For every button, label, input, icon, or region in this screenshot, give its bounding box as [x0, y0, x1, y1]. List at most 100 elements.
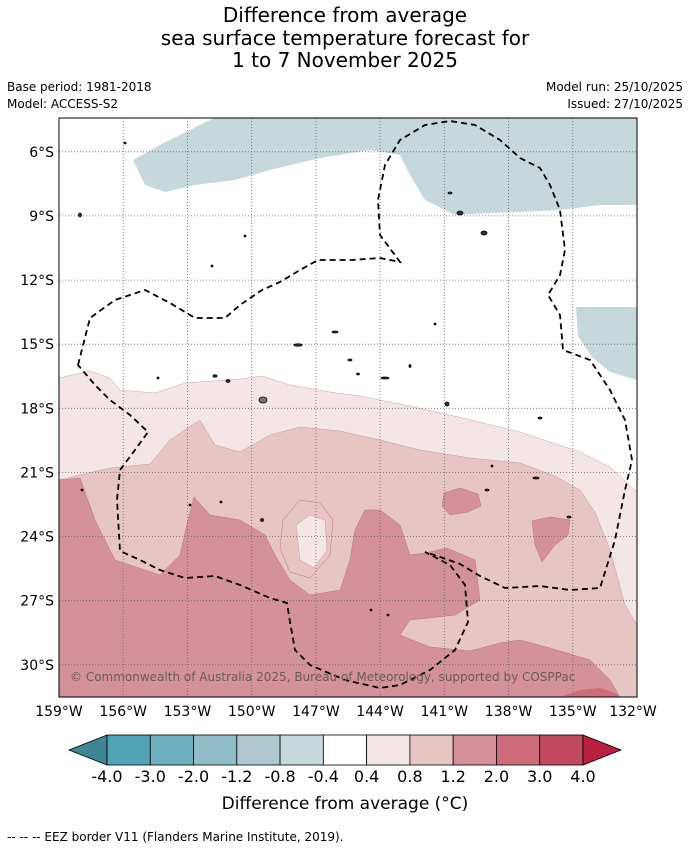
- island: [188, 503, 192, 507]
- island: [210, 264, 214, 268]
- colorbar-tick-label: 0.8: [397, 767, 422, 786]
- lat-tick-label: 27°S: [20, 594, 54, 610]
- lat-tick-label: 24°S: [20, 530, 54, 546]
- island: [123, 141, 127, 145]
- island: [380, 376, 390, 380]
- colorbar-swatch: [279, 734, 324, 766]
- island: [212, 374, 218, 378]
- base-period: Base period: 1981-2018: [7, 80, 152, 94]
- colorbar-tick-label: -4.0: [91, 767, 122, 786]
- colorbar-tick-labels: -4.0 -3.0 -2.0 -1.2 -0.8 -0.4 0.4 0.8 1.2 2.0 3.0 4…: [91, 767, 595, 786]
- colorbar-tick-label: -0.8: [264, 767, 295, 786]
- colorbar-swatch: [149, 734, 194, 766]
- island: [456, 210, 464, 216]
- anomaly-patch-2p0-bottom: [560, 688, 620, 697]
- eez-border-note: -- -- -- EEZ border V11 (Flanders Marine…: [7, 830, 344, 844]
- island: [408, 364, 412, 368]
- colorbar-tick-label: 4.0: [570, 767, 595, 786]
- colorbar-swatch: [106, 734, 151, 766]
- lon-tick-label: 156°W: [99, 704, 147, 720]
- issued-date: Issued: 27/10/2025: [567, 97, 683, 111]
- anomaly-band-1p2-2p0: [59, 477, 621, 697]
- island: [484, 488, 490, 492]
- colorbar-swatch: [496, 734, 541, 766]
- colorbar-swatch: [452, 734, 497, 766]
- cool-anomaly-east: [576, 307, 637, 380]
- lat-tick-label: 6°S: [29, 145, 54, 161]
- anomaly-patch-0p4-center: [295, 514, 328, 569]
- lat-tick-label: 12°S: [20, 273, 54, 289]
- lon-tick-label: 159°W: [35, 704, 83, 720]
- island: [447, 191, 453, 195]
- colorbar-tick-label: 3.0: [527, 767, 552, 786]
- colorbar-swatch: [366, 734, 411, 766]
- colorbar: [67, 734, 623, 766]
- chart-title: Difference from average sea surface temp…: [0, 4, 690, 72]
- cool-anomaly-north: [133, 118, 637, 215]
- colorbar-extend-low: [67, 734, 108, 766]
- lon-tick-label: 150°W: [228, 704, 276, 720]
- meta-right: Model run: 25/10/2025 Issued: 27/10/2025: [546, 79, 683, 113]
- colorbar-swatch: [322, 734, 368, 766]
- lat-tick-label: 9°S: [29, 209, 54, 225]
- colorbar-tick-label: -3.0: [135, 767, 166, 786]
- island: [293, 343, 303, 347]
- colorbar-tick-label: -1.2: [221, 767, 252, 786]
- eez-borders: [77, 120, 633, 689]
- island: [386, 613, 390, 617]
- lon-tick-label: 153°W: [164, 704, 212, 720]
- lat-tick-label: 15°S: [20, 337, 54, 353]
- island: [490, 464, 494, 468]
- model-run: Model run: 25/10/2025: [545, 80, 683, 94]
- island: [225, 379, 231, 383]
- lon-tick-label: 135°W: [549, 704, 597, 720]
- island: [566, 515, 572, 519]
- lon-tick-label: 141°W: [421, 704, 469, 720]
- title-line-3: 1 to 7 November 2025: [232, 48, 458, 72]
- island: [480, 230, 488, 236]
- island: [331, 330, 339, 334]
- colorbar-tick-label: -2.0: [178, 767, 209, 786]
- title-line-1: Difference from average: [222, 3, 468, 27]
- colorbar-tick-label: 1.2: [440, 767, 465, 786]
- lon-tick-label: 132°W: [609, 704, 657, 720]
- graticule: [59, 118, 637, 697]
- island: [444, 401, 450, 407]
- anomaly-patch-1p2-b: [531, 516, 571, 563]
- meta-left: Base period: 1981-2018 Model: ACCESS-S2: [7, 79, 152, 113]
- eez-border-french-polynesia: [77, 120, 633, 689]
- island: [433, 322, 437, 326]
- island: [258, 396, 268, 404]
- lon-tick-label: 147°W: [292, 704, 340, 720]
- island: [369, 608, 373, 612]
- lon-tick-label: 144°W: [356, 704, 404, 720]
- lon-tick-label: 138°W: [485, 704, 533, 720]
- map-plot-area: [59, 118, 637, 697]
- island: [356, 372, 360, 376]
- colorbar-extend-high: [582, 734, 623, 766]
- map-frame: [58, 117, 638, 698]
- colorbar-swatch: [409, 734, 454, 766]
- lat-tick-label: 30°S: [20, 658, 54, 674]
- island: [260, 518, 264, 522]
- anomaly-patch-1p2-a: [441, 487, 482, 516]
- islands: [78, 141, 572, 617]
- island: [78, 212, 82, 218]
- island: [219, 500, 223, 504]
- island: [80, 488, 84, 492]
- island: [156, 376, 160, 380]
- colorbar-tick-label: 0.4: [354, 767, 379, 786]
- model-name: Model: ACCESS-S2: [7, 97, 119, 111]
- island: [537, 416, 543, 420]
- island: [347, 358, 353, 362]
- island: [532, 476, 540, 480]
- colorbar-title: Difference from average (°C): [221, 794, 469, 814]
- lat-tick-label: 21°S: [20, 465, 54, 481]
- lat-tick-label: 18°S: [20, 401, 54, 417]
- copyright-text: © Commonwealth of Australia 2025, Bureau…: [70, 670, 575, 684]
- island: [243, 234, 247, 238]
- colorbar-tick-label: -0.4: [308, 767, 339, 786]
- title-line-2: sea surface temperature forecast for: [160, 25, 530, 50]
- colorbar-swatch: [236, 734, 281, 766]
